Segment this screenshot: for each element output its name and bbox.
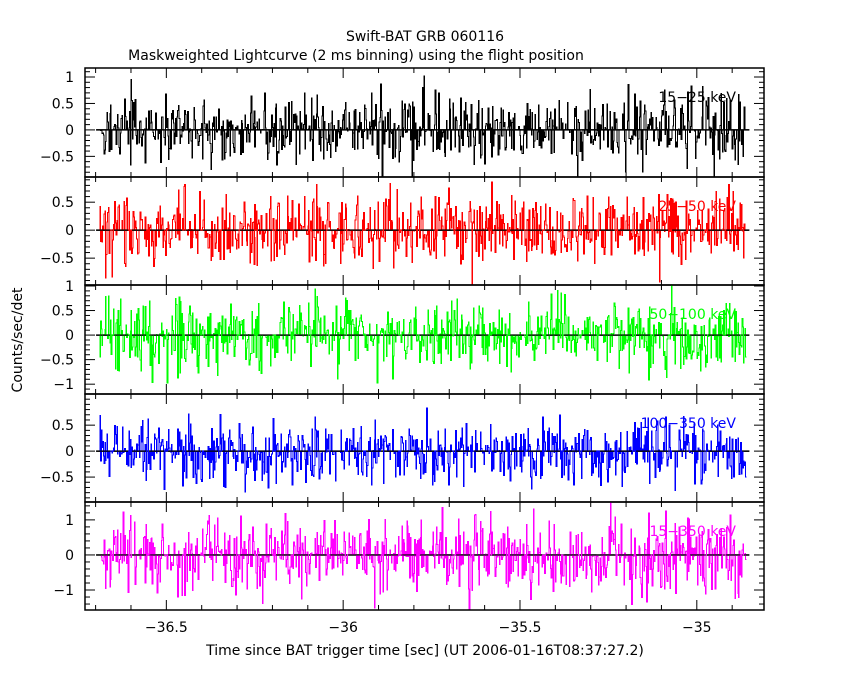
y-tick-label: 0.5 [52, 96, 74, 112]
y-tick-label: −0.5 [40, 470, 74, 486]
panel-frame [84, 393, 765, 503]
x-tick-label: −35.5 [499, 620, 542, 636]
y-axis-label: Counts/sec/det [10, 287, 26, 392]
panel-100-350-kev: −0.5 0 0.5 100−350 keV [40, 393, 765, 503]
series-line [99, 75, 747, 177]
panel-frame [84, 501, 765, 611]
y-tick-label: −0.5 [40, 251, 74, 267]
x-tick-labels: −36.5 −36 −35.5 −35 [145, 620, 712, 636]
y-tick-label: 0.5 [52, 304, 74, 320]
x-tick-label: −36 [328, 620, 358, 636]
y-tick-label: 1 [65, 513, 74, 529]
panel-50-100-kev: −1 −0.5 0 0.5 1 50−100 keV [40, 279, 765, 395]
y-tick-label: 0.5 [52, 195, 74, 211]
y-tick-label: 0 [65, 548, 74, 564]
band-label: 50−100 keV [649, 307, 736, 323]
x-tick-label: −36.5 [145, 620, 188, 636]
y-tick-label: 0 [65, 123, 74, 139]
chart-title: Swift-BAT GRB 060116 [346, 29, 504, 45]
y-tick-label: 1 [65, 70, 74, 86]
x-axis-label: Time since BAT trigger time [sec] (UT 20… [205, 643, 644, 659]
y-tick-label: 0 [65, 444, 74, 460]
y-tick-label: −1 [53, 377, 74, 393]
y-tick-label: 0 [65, 223, 74, 239]
panel-15-350-kev: −1 0 1 15−350 keV [53, 501, 765, 611]
series-line [99, 181, 747, 285]
series-line [99, 502, 747, 610]
y-tick-label: 1 [65, 279, 74, 295]
band-label: 100−350 keV [641, 416, 737, 432]
band-label: 15−25 keV [658, 90, 736, 106]
panel-frame [84, 176, 765, 286]
band-label: 25−50 keV [658, 199, 736, 215]
y-tick-label: −0.5 [40, 353, 74, 369]
y-tick-label: −0.5 [40, 149, 74, 165]
y-tick-label: 0.5 [52, 418, 74, 434]
x-tick-label: −35 [682, 620, 712, 636]
y-tick-label: 0 [65, 328, 74, 344]
y-tick-label: −1 [53, 583, 74, 599]
chart-subtitle: Maskweighted Lightcurve (2 ms binning) u… [128, 48, 584, 64]
band-label: 15−350 keV [649, 524, 736, 540]
panel-15-25-kev: −0.5 0 0.5 1 15−25 keV [40, 67, 765, 178]
panel-25-50-kev: −0.5 0 0.5 25−50 keV [40, 176, 765, 286]
